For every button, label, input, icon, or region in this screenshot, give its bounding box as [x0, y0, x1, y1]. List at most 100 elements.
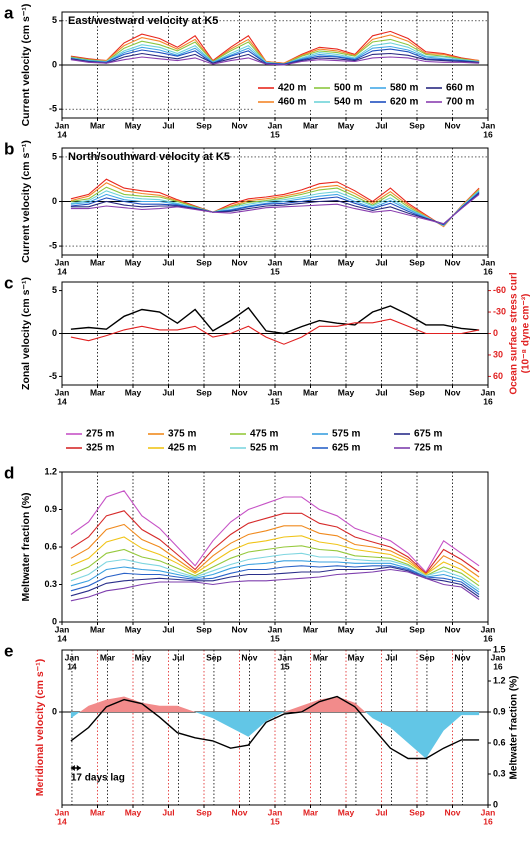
x-tick-label-lagged: May — [348, 652, 365, 662]
series-line — [70, 193, 480, 225]
series-line — [70, 56, 480, 66]
x-tick-label: Sep — [196, 257, 212, 267]
x-tick-label-lagged: Jan — [65, 652, 80, 662]
x-tick-year: 16 — [483, 633, 493, 643]
x-tick-label: Mar — [90, 387, 106, 397]
x-tick-label: May — [338, 624, 355, 634]
x-tick-label: Sep — [409, 807, 425, 817]
plot-frame — [61, 11, 489, 119]
x-tick-label: Jul — [162, 257, 174, 267]
x-tick-label: Jan — [481, 807, 496, 817]
panel-label: d — [4, 463, 14, 482]
area — [70, 696, 480, 759]
x-tick-label: Jan — [55, 387, 70, 397]
plot-frame — [61, 147, 489, 256]
y2-axis-label: (10⁻⁸ dyne cm⁻³) — [521, 294, 530, 374]
x-tick-label-lagged: Jan — [491, 652, 506, 662]
legend-label: 675 m — [414, 429, 442, 440]
x-tick-year: 15 — [270, 396, 280, 406]
y-tick-label: 5 — [52, 151, 57, 161]
series-line — [70, 552, 480, 590]
series-line — [70, 193, 480, 225]
x-tick-label-lagged: Nov — [241, 652, 257, 662]
x-tick-year: 15 — [270, 816, 280, 826]
y-tick-label: -5 — [49, 240, 57, 250]
y2-tick-label: 0.9 — [493, 706, 506, 716]
x-tick-label: Nov — [444, 120, 460, 130]
series-line — [70, 190, 480, 227]
x-tick-label: May — [338, 807, 355, 817]
plot-frame — [61, 281, 489, 386]
x-tick-label-lagged: May — [135, 652, 152, 662]
y-tick-label: 5 — [52, 15, 57, 25]
y-axis-label: Current velocity (cm s⁻¹) — [20, 140, 32, 263]
x-tick-label-lagged: Sep — [419, 652, 435, 662]
x-tick-label: May — [338, 257, 355, 267]
legend-label: 500 m — [334, 83, 362, 94]
series-line — [70, 535, 480, 583]
x-tick-label: May — [338, 120, 355, 130]
y-tick-label: -5 — [49, 104, 57, 114]
y-tick-label: 0 — [52, 328, 57, 338]
legend-label: 620 m — [390, 97, 418, 108]
legend-label: 625 m — [332, 443, 360, 454]
y2-tick-label: 60 — [493, 371, 503, 381]
x-tick-label: Jan — [481, 257, 496, 267]
x-tick-label: Jan — [268, 257, 283, 267]
x-tick-label: Mar — [303, 624, 319, 634]
y-tick-label: 0 — [52, 616, 57, 626]
series-line — [70, 182, 480, 228]
series-line — [70, 510, 480, 575]
x-tick-year: 16 — [483, 129, 493, 139]
y-tick-label: 0.6 — [44, 541, 57, 551]
y2-tick-label: 0.3 — [493, 768, 506, 778]
x-tick-label: Mar — [303, 387, 319, 397]
x-tick-label: May — [125, 624, 142, 634]
x-tick-label: Sep — [409, 257, 425, 267]
legend-label: 420 m — [278, 83, 306, 94]
y-tick-label: 5 — [52, 285, 57, 295]
x-tick-label: Jul — [162, 120, 174, 130]
x-tick-label-lagged: Nov — [454, 652, 470, 662]
x-tick-label: Nov — [231, 120, 247, 130]
x-tick-label: Mar — [303, 257, 319, 267]
x-tick-year: 14 — [57, 129, 67, 139]
x-tick-label: Mar — [90, 120, 106, 130]
y-axis-label: Meridional velocity (cm s⁻¹) — [34, 659, 46, 796]
x-tick-label: Sep — [196, 807, 212, 817]
panel-label: e — [4, 641, 13, 660]
x-tick-label: Jan — [481, 120, 496, 130]
x-tick-year: 15 — [270, 129, 280, 139]
x-tick-label: Nov — [231, 807, 247, 817]
x-tick-label: Sep — [409, 120, 425, 130]
y2-tick-label: -30 — [493, 306, 506, 316]
legend-label: 660 m — [446, 83, 474, 94]
x-tick-label: Jul — [162, 387, 174, 397]
x-tick-label: Mar — [303, 120, 319, 130]
x-tick-label: Sep — [196, 387, 212, 397]
x-tick-label: May — [125, 257, 142, 267]
arrow-head — [70, 765, 81, 771]
x-tick-label: Jan — [55, 257, 70, 267]
x-tick-label: Nov — [444, 387, 460, 397]
x-tick-year: 16 — [483, 816, 493, 826]
x-tick-label: Jan — [55, 807, 70, 817]
x-tick-label: Nov — [231, 387, 247, 397]
legend-label: 425 m — [168, 443, 196, 454]
legend-label: 540 m — [334, 97, 362, 108]
y2-tick-label: 0.6 — [493, 737, 506, 747]
series-line — [70, 695, 480, 760]
x-tick-year-lagged: 15 — [280, 661, 290, 671]
x-tick-label: Nov — [444, 624, 460, 634]
y-axis-label: Meltwater fraction (%) — [20, 492, 32, 601]
x-tick-label: Jan — [481, 624, 496, 634]
y-tick-label: 0.3 — [44, 579, 57, 589]
x-tick-year: 15 — [270, 266, 280, 276]
x-tick-label: Jul — [375, 387, 387, 397]
x-tick-label: Mar — [90, 257, 106, 267]
y2-axis-label: Ocean surface stress curl — [509, 272, 520, 395]
legend-label: 580 m — [390, 83, 418, 94]
series-line — [70, 34, 480, 64]
x-tick-label: Sep — [409, 624, 425, 634]
